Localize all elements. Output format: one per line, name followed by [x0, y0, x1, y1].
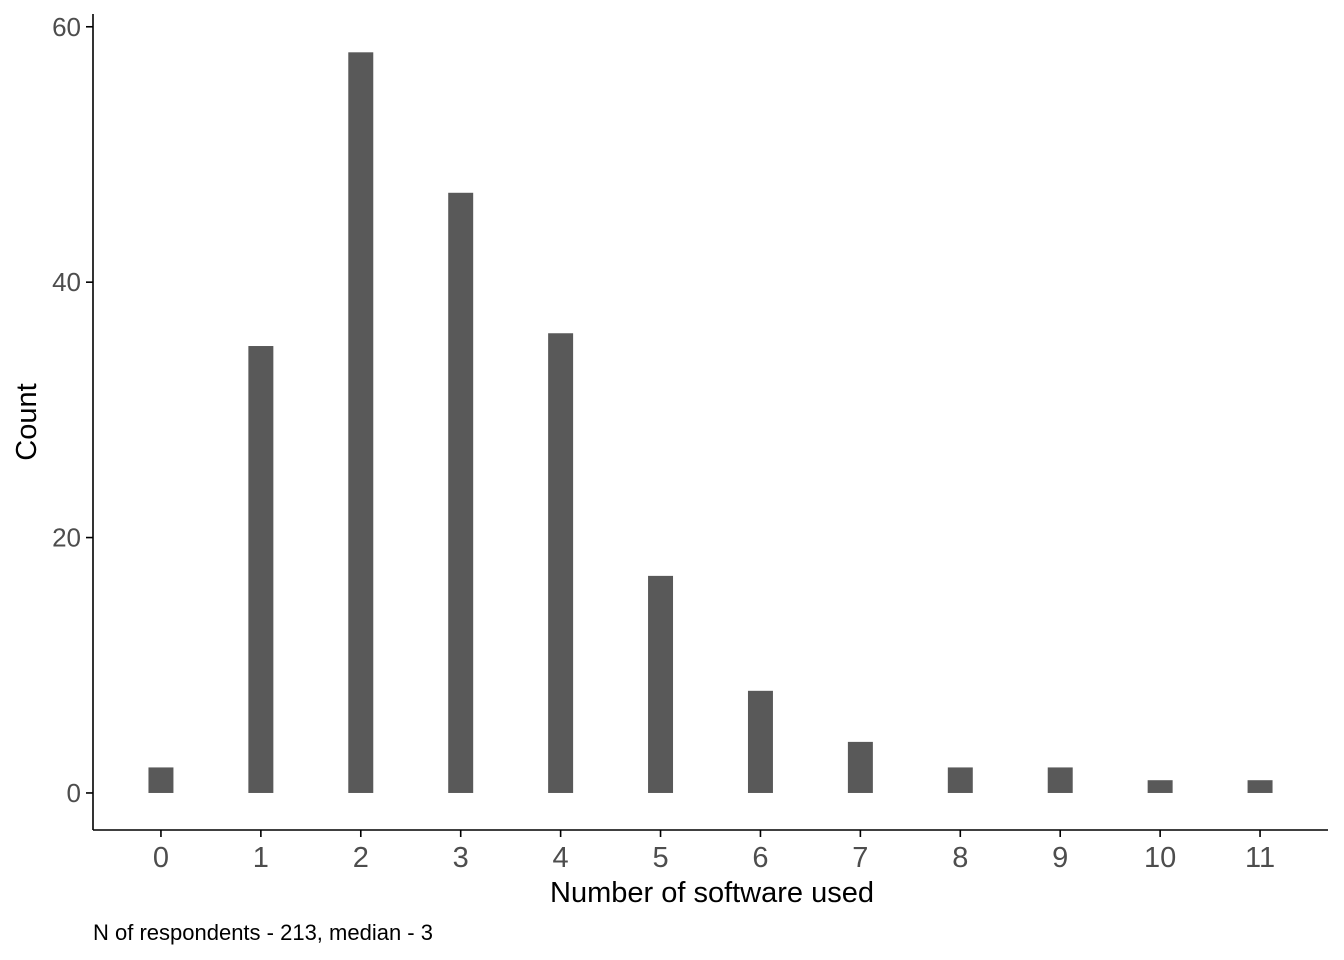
bar-9 [1047, 767, 1073, 793]
bar-2 [348, 52, 374, 793]
y-tick-label-40: 40 [52, 267, 81, 297]
x-tick-label-8: 8 [952, 842, 968, 874]
bar-8 [947, 767, 973, 793]
x-tick-label-3: 3 [453, 842, 469, 874]
y-tick-label-20: 20 [52, 523, 81, 553]
bar-6 [747, 690, 773, 793]
bar-11 [1247, 780, 1273, 793]
y-tick-label-0: 0 [67, 778, 81, 808]
x-tick-label-7: 7 [852, 842, 868, 874]
bar-1 [248, 346, 274, 793]
x-tick-label-5: 5 [652, 842, 668, 874]
x-tick-label-2: 2 [353, 842, 369, 874]
bar-0 [148, 767, 174, 793]
x-tick-label-1: 1 [253, 842, 269, 874]
x-axis-title: Number of software used [550, 877, 874, 909]
y-tick-label-60: 60 [52, 12, 81, 42]
y-axis: 0 20 40 60 [52, 12, 94, 830]
x-tick-label-9: 9 [1052, 842, 1068, 874]
bar-3 [448, 192, 474, 793]
bar-4 [548, 333, 574, 793]
bar-10 [1147, 780, 1173, 793]
x-axis: 0 1 2 3 4 5 6 7 8 9 10 11 [93, 829, 1328, 874]
x-tick-label-10: 10 [1144, 842, 1176, 874]
bars-group [148, 52, 1273, 793]
bar-5 [648, 575, 674, 793]
x-tick-label-0: 0 [153, 842, 169, 874]
x-tick-label-4: 4 [553, 842, 569, 874]
bar-7 [847, 741, 873, 793]
x-tick-label-6: 6 [752, 842, 768, 874]
chart-caption: N of respondents - 213, median - 3 [93, 920, 433, 945]
x-tick-label-11: 11 [1245, 842, 1275, 874]
y-axis-title: Count [11, 383, 43, 460]
